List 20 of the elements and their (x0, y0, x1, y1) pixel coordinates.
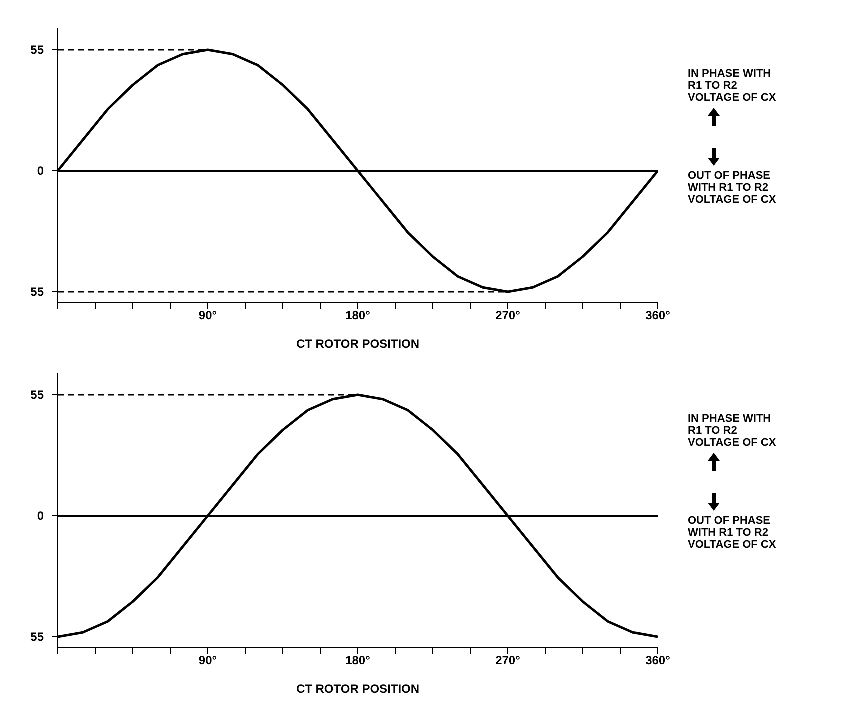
text: IN PHASE WITH R1 TO R2 VOLTAGE OF CX (688, 413, 778, 449)
y-tick-label: 55 (30, 285, 44, 299)
y-tick-label: 55 (30, 43, 44, 57)
x-tick-label: 180° (346, 654, 371, 668)
x-tick-label: 90° (198, 308, 218, 323)
x-tick-label: 360° (646, 654, 671, 668)
x-tick-label: 270° (496, 308, 521, 323)
x-tick-label: 180° (346, 308, 371, 323)
text: OUT OF PHASE WITH R1 TO R2 VOLTAGE OF CX (688, 170, 778, 206)
y-tick-label: 0 (37, 164, 44, 178)
x-tick-label: 360° (646, 308, 671, 323)
x-tick-label: 90° (198, 654, 218, 668)
y-tick-label: 55 (30, 630, 44, 644)
text: OUT OF PHASE WITH R1 TO R2 VOLTAGE OF CX (688, 515, 778, 551)
y-tick-label: 55 (30, 388, 44, 402)
text: IN PHASE WITH R1 TO R2 VOLTAGE OF CX (688, 68, 778, 104)
x-axis-title: CT ROTOR POSITION (296, 682, 420, 696)
x-tick-label: 270° (496, 654, 521, 668)
y-tick-label: 0 (37, 509, 44, 523)
x-axis-title: CT ROTOR POSITION (296, 337, 420, 351)
